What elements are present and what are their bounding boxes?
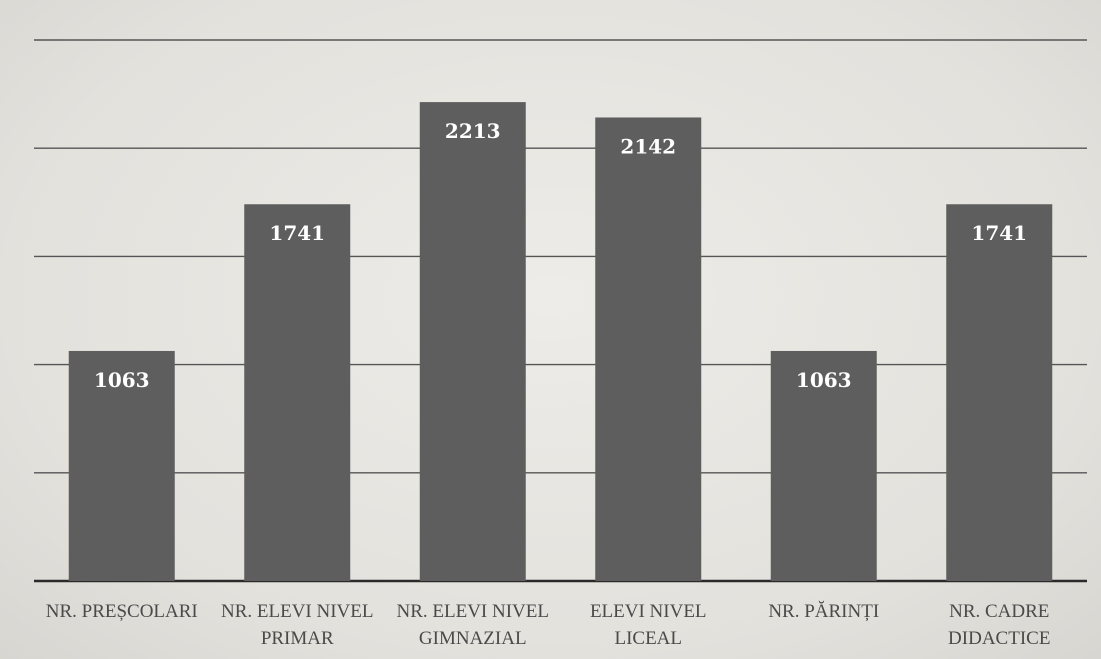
data-label-5: 1741 <box>971 221 1027 245</box>
bar-5 <box>946 204 1053 581</box>
category-label-0: NR. PREȘCOLARI <box>46 601 198 622</box>
category-label-3-line-0: ELEVI NIVEL <box>590 601 707 622</box>
bar-4 <box>770 350 877 581</box>
data-label-0: 1063 <box>94 368 150 392</box>
category-labels: NR. PREȘCOLARI NR. ELEVI NIVEL PRIMAR NR. E… <box>46 601 1051 649</box>
category-label-2-line-0: NR. ELEVI NIVEL <box>397 601 550 622</box>
bar-2 <box>419 102 526 581</box>
category-label-1-line-1: PRIMAR <box>261 628 334 649</box>
category-label-3-line-1: LICEAL <box>614 628 682 649</box>
gridlines <box>34 39 1087 583</box>
category-label-5-line-1: DIDACTICE <box>948 628 1050 649</box>
category-label-5-line-0: NR. CADRE <box>949 601 1049 622</box>
bars <box>68 102 1053 582</box>
bar-3 <box>595 117 702 582</box>
data-label-3: 2142 <box>620 134 676 158</box>
data-label-4: 1063 <box>796 368 852 392</box>
category-label-1-line-0: NR. ELEVI NIVEL <box>221 601 374 622</box>
category-label-2-line-1: GIMNAZIAL <box>419 628 527 649</box>
data-label-1: 1741 <box>269 221 325 245</box>
bar-1 <box>244 204 351 581</box>
category-label-4: NR. PĂRINȚI <box>768 601 879 622</box>
data-label-2: 2213 <box>445 119 501 143</box>
bar-0 <box>68 350 175 581</box>
data-labels: 1063 1741 2213 2142 1063 1741 <box>94 119 1027 392</box>
